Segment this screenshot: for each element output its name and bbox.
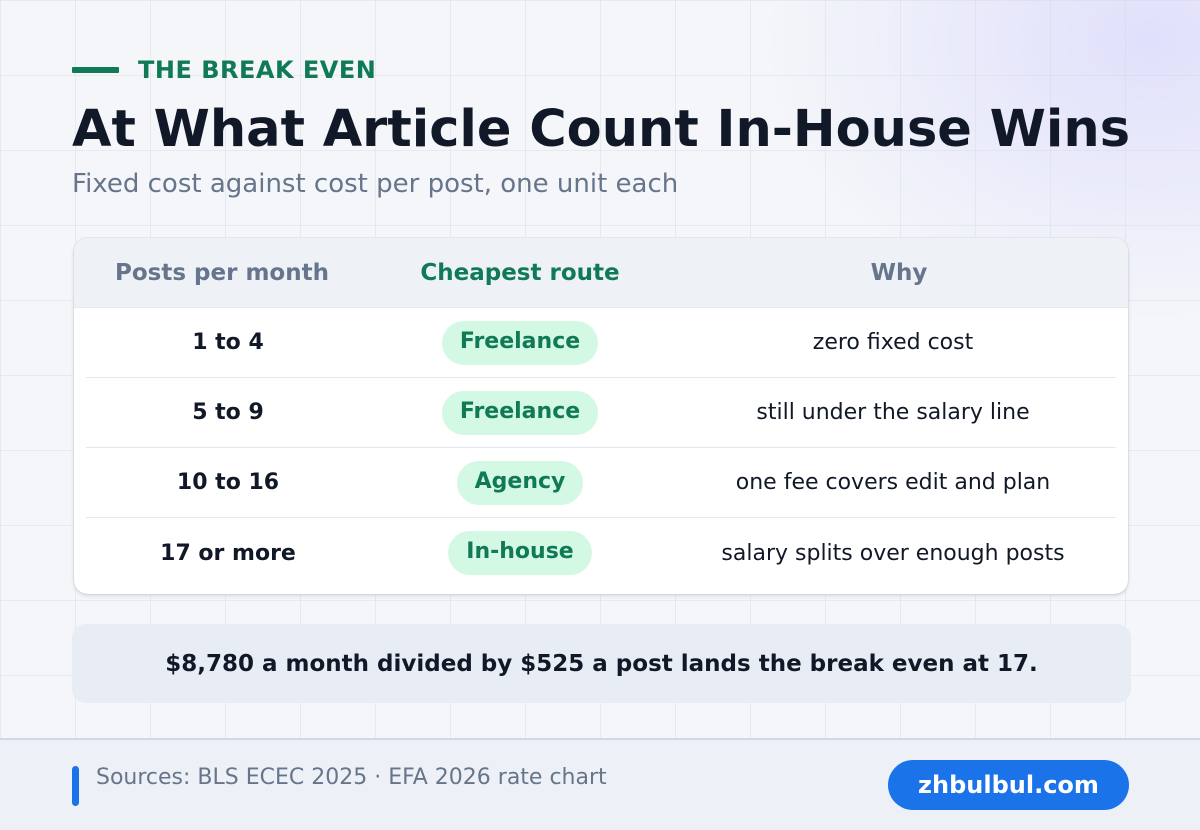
route-cell: Freelance <box>370 390 670 435</box>
column-header-route: Cheapest route <box>420 259 620 286</box>
table-row: 17 or more In-house salary splits over e… <box>86 518 1116 588</box>
column-header-posts: Posts per month <box>115 259 329 286</box>
page-subtitle: Fixed cost against cost per post, one un… <box>72 169 679 199</box>
why-cell: still under the salary line <box>756 400 1030 425</box>
posts-cell: 17 or more <box>160 540 296 566</box>
kicker: THE BREAK EVEN <box>72 56 376 84</box>
table-header: Posts per month Cheapest route Why <box>74 238 1128 308</box>
footer-accent-bar <box>72 766 79 806</box>
kicker-label: THE BREAK EVEN <box>138 56 377 84</box>
route-cell: In-house <box>370 531 670 575</box>
posts-cell: 1 to 4 <box>192 330 264 355</box>
why-cell: one fee covers edit and plan <box>735 470 1051 495</box>
table-row: 10 to 16 Agency one fee covers edit and … <box>86 448 1116 518</box>
column-header-why: Why <box>870 259 928 286</box>
break-even-callout: $8,780 a month divided by $525 a post la… <box>72 624 1131 703</box>
page-title: At What Article Count In-House Wins <box>72 100 1131 159</box>
footer: Sources: BLS ECEC 2025 · EFA 2026 rate c… <box>0 738 1200 830</box>
route-cell: Agency <box>370 460 670 505</box>
route-cell: Freelance <box>370 320 670 365</box>
table-body: 1 to 4 Freelance zero fixed cost 5 to 9 … <box>74 308 1128 588</box>
route-badge: Agency <box>456 460 584 505</box>
kicker-accent-bar <box>72 67 119 73</box>
table-row: 1 to 4 Freelance zero fixed cost <box>86 308 1116 378</box>
break-even-table: Posts per month Cheapest route Why 1 to … <box>74 238 1128 594</box>
why-cell: salary splits over enough posts <box>721 540 1065 566</box>
posts-cell: 5 to 9 <box>192 400 264 425</box>
route-badge: Freelance <box>441 320 599 365</box>
why-cell: zero fixed cost <box>812 330 974 355</box>
brand-link[interactable]: zhbulbul.com <box>888 760 1129 810</box>
route-badge: Freelance <box>441 390 599 435</box>
table-row: 5 to 9 Freelance still under the salary … <box>86 378 1116 448</box>
route-badge: In-house <box>448 531 592 575</box>
posts-cell: 10 to 16 <box>176 470 280 495</box>
sources-text: Sources: BLS ECEC 2025 · EFA 2026 rate c… <box>96 765 607 790</box>
